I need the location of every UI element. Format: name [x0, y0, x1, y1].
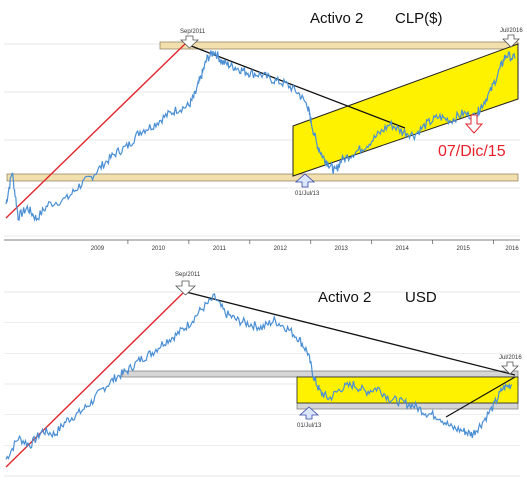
alert-arrow-icon [464, 114, 484, 134]
x-tick-label: 2012 [274, 246, 288, 252]
right-mark-label: Jul/2016 [499, 355, 522, 361]
arrow-down-icon [174, 280, 197, 296]
price-line-clp [5, 50, 516, 222]
chart-usd: Activo 2 USD Sep/2011 Jul/2016 01/Jul/13 [4, 272, 522, 477]
right-mark-label: Jul/2016 [500, 28, 523, 34]
arrow-down-icon [179, 35, 200, 49]
range-box [296, 376, 519, 404]
x-tick-label: 2016 [505, 246, 519, 252]
x-tick-label: 2014 [396, 246, 410, 252]
alert-date-label: 07/Dic/15 [438, 143, 506, 160]
upper-band [121, 370, 519, 378]
bottom-mark-label: 01/Jul/13 [297, 423, 322, 429]
x-tick-label: 2009 [91, 246, 105, 252]
top-mark-label: Sep/2011 [180, 29, 206, 35]
top-mark-label: Sep/2011 [175, 272, 201, 278]
downtrend-line [185, 291, 516, 376]
short-uptrend-line [445, 376, 516, 418]
arrow-down-icon [502, 34, 520, 48]
uptrend-line [5, 42, 187, 219]
chart-subtitle: CLP($) [395, 10, 443, 27]
chart-title: Activo 2 [318, 289, 371, 306]
downtrend-line [185, 43, 406, 129]
chart-title: Activo 2 [310, 10, 363, 27]
arrow-down-icon [501, 361, 519, 375]
x-ticks: 2009 2010 2011 2012 2013 2014 2015 2016 [91, 240, 519, 252]
support-band [6, 173, 519, 182]
x-tick-label: 2013 [335, 246, 349, 252]
resistance-band [159, 41, 519, 50]
chart-subtitle: USD [405, 289, 437, 306]
x-tick-label: 2011 [213, 246, 227, 252]
rising-channel [292, 43, 519, 177]
uptrend-line [5, 289, 187, 468]
arrow-up-icon [298, 406, 320, 420]
chart-clp: 2009 2010 2011 2012 2013 2014 2015 2016 Activo … [4, 10, 523, 252]
bottom-mark-label: 01/Jul/13 [295, 191, 320, 197]
arrow-up-icon [294, 173, 316, 188]
x-tick-label: 2010 [152, 246, 166, 252]
x-tick-label: 2015 [456, 246, 470, 252]
price-line-usd [5, 293, 513, 460]
